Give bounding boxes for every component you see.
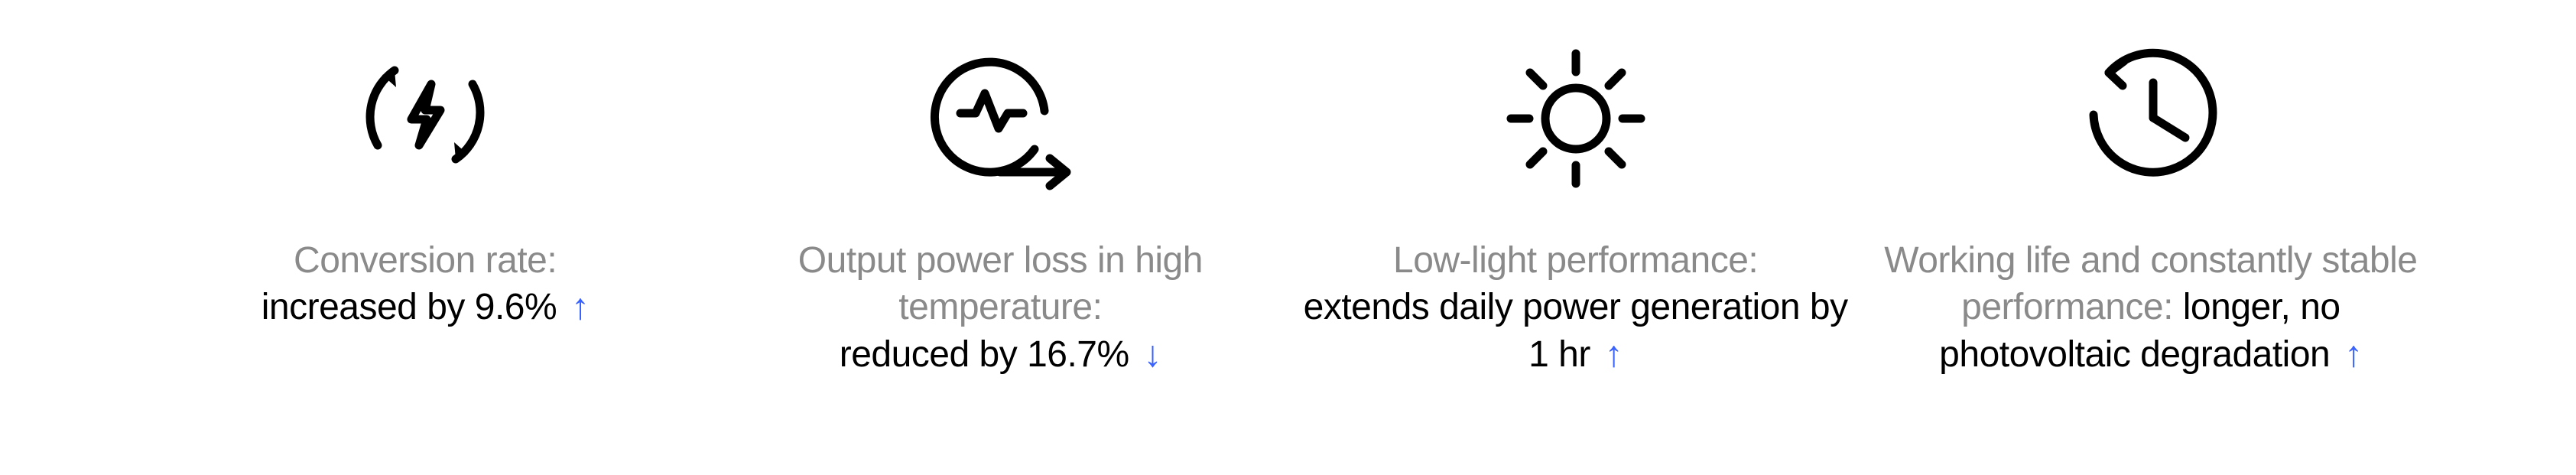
history-clock-icon bbox=[2071, 31, 2231, 237]
stat-caption: Conversion rate: increased by 9.6% ↑ bbox=[261, 237, 590, 331]
stat-label: Conversion rate: bbox=[294, 240, 557, 281]
stat-value: reduced by 16.7% bbox=[840, 334, 1129, 375]
stats-row: Conversion rate: increased by 9.6% ↑ Out… bbox=[0, 0, 2576, 475]
stat-value: extends daily power generation by 1 hr bbox=[1304, 287, 1848, 374]
stat-label: Output power loss in high temperature: bbox=[798, 240, 1203, 327]
cycle-bolt-icon bbox=[349, 31, 502, 237]
sun-icon bbox=[1496, 31, 1656, 237]
stat-caption: Low-light performance: extends daily pow… bbox=[1304, 237, 1848, 378]
stat-card-output-power-loss: Output power loss in high temperature: r… bbox=[713, 31, 1288, 378]
stat-card-working-life: Working life and constantly stable perfo… bbox=[1863, 31, 2438, 378]
cycle-pulse-arrow-icon bbox=[916, 31, 1084, 237]
stat-value: increased by 9.6% bbox=[261, 287, 557, 327]
stat-card-low-light: Low-light performance: extends daily pow… bbox=[1288, 31, 1863, 378]
stat-caption: Output power loss in high temperature: r… bbox=[728, 237, 1272, 378]
arrow-up-icon: ↑ bbox=[1600, 331, 1623, 378]
arrow-up-icon: ↑ bbox=[2340, 331, 2363, 378]
arrow-up-icon: ↑ bbox=[567, 284, 590, 330]
stat-label: Low-light performance: bbox=[1393, 240, 1758, 281]
arrow-down-icon: ↓ bbox=[1139, 331, 1162, 378]
stat-card-conversion-rate: Conversion rate: increased by 9.6% ↑ bbox=[138, 31, 713, 331]
stat-caption: Working life and constantly stable perfo… bbox=[1879, 237, 2423, 378]
